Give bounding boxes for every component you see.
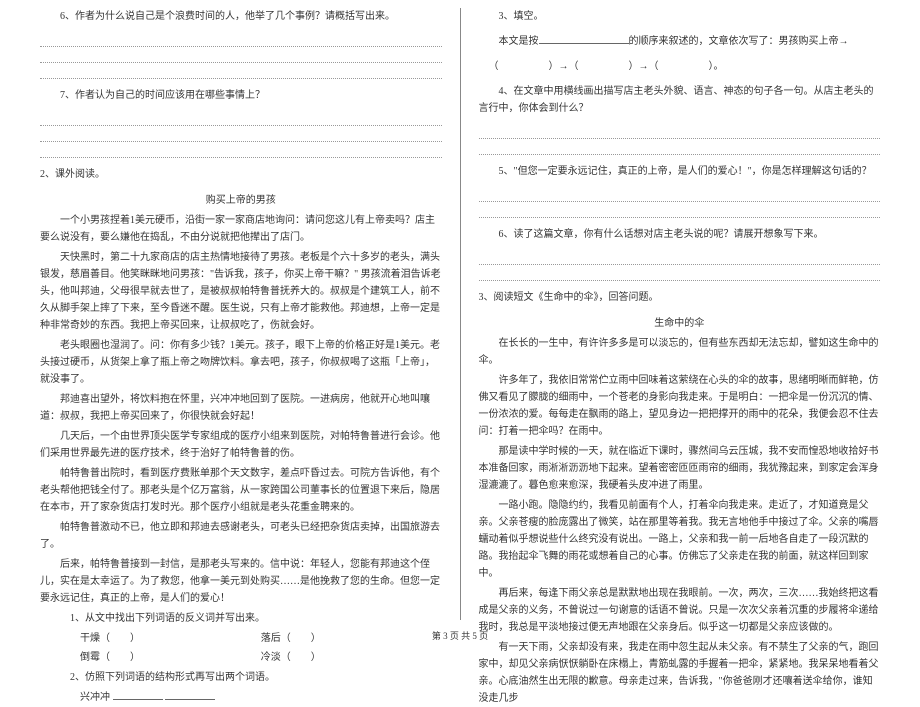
paragraph-5: 几天后，一个由世界顶尖医学专家组成的医疗小组来到医院，对帕特鲁普进行会诊。他们采… — [40, 428, 442, 462]
r-paragraph-4: 一路小跑。隐隐约约，我看见前面有个人，打着伞向我走来。走近了，才知道竟是父亲。父… — [479, 497, 881, 582]
r-question-6: 6、读了这篇文章，你有什么话想对店主老头说的呢？请展开想象写下来。 — [479, 226, 881, 243]
r-q3-text: 本文是按 的顺序来叙述的，文章依次写了：男孩购买上帝→ — [479, 33, 881, 50]
pair-2b: 冷淡（ ） — [261, 649, 442, 666]
antonym-pair-2: 倒霉（ ） 冷淡（ ） — [40, 649, 442, 666]
r-question-4: 4、在文章中用横线画出描写店主老头外貌、语言、神态的句子各一句。从店主老头的言行… — [479, 83, 881, 117]
right-column: 3、填空。 本文是按 的顺序来叙述的，文章依次写了：男孩购买上帝→ （ ）→（ ）… — [461, 8, 891, 620]
section-3: 3、阅读短文《生命中的伞》，回答问题。 — [479, 289, 881, 306]
paragraph-2: 天快黑时，第二十九家商店的店主热情地接待了男孩。老板是个六十多岁的老头，满头银发… — [40, 249, 442, 334]
paragraph-4: 邦迪喜出望外，将饮料抱在怀里，兴冲冲地回到了医院。一进病房，他就开心地叫嚷道：叔… — [40, 391, 442, 425]
sample-word: 兴冲冲 — [80, 692, 110, 703]
section-2: 2、课外阅读。 — [40, 166, 442, 183]
sub-question-2: 2、仿照下列词语的结构形式再写出两个词语。 — [40, 669, 442, 686]
r-paragraph-6: 有一天下雨，父亲却没有来，我走在雨中忽生起从未父亲。有不禁生了父亲的气，跑回家中… — [479, 639, 881, 707]
answer-lines-6 — [40, 33, 442, 79]
r-paragraph-2: 许多年了，我依旧常常伫立雨中回味着这萦绕在心头的伞的故事，思绪明晰而鲜艳，仿佛又… — [479, 372, 881, 440]
q3-arrows: （ ）→（ ）→（ ）。 — [479, 58, 881, 75]
sub-question-1: 1、从文中找出下列词语的反义词并写出来。 — [40, 610, 442, 627]
q3-blank — [539, 34, 629, 44]
question-7: 7、作者认为自己的时间应该用在哪些事情上？ — [40, 87, 442, 104]
story2-title: 生命中的伞 — [479, 314, 881, 329]
paragraph-8: 后来，帕特鲁普接到一封信，是那老头写来的。信中说：年轻人，您能有邦迪这个侄儿，实… — [40, 556, 442, 607]
r-paragraph-1: 在长长的一生中，有许许多多是可以淡忘的，但有些东西却无法忘却，譬如这生命中的伞。 — [479, 335, 881, 369]
paragraph-3: 老头眼圈也湿润了。问：你有多少钱？1美元。孩子，眼下上帝的价格正好是1美元。老头… — [40, 337, 442, 388]
paragraph-1: 一个小男孩捏着1美元硬币，沿街一家一家商店地询问：请问您这儿有上帝卖吗？店主要么… — [40, 212, 442, 246]
left-column: 6、作者为什么说自己是个浪费时间的人，他举了几个事例？请概括写出来。 7、作者认… — [30, 8, 461, 620]
answer-lines-7 — [40, 112, 442, 158]
answer-lines-r6 — [479, 251, 881, 281]
r-paragraph-3: 那是读中学时候的一天，就在临近下课时，骤然间乌云压城，我不安而惶恐地收拾好书本准… — [479, 443, 881, 494]
page-container: 6、作者为什么说自己是个浪费时间的人，他举了几个事例？请概括写出来。 7、作者认… — [0, 0, 920, 620]
answer-lines-r4 — [479, 125, 881, 155]
sub-2-word: 兴冲冲 — [40, 689, 442, 706]
answer-lines-r5 — [479, 188, 881, 218]
paragraph-7: 帕特鲁普激动不已，他立即和邦迪去感谢老头，可老头已经把杂货店卖掉，出国旅游去了。 — [40, 519, 442, 553]
r-question-3: 3、填空。 — [479, 8, 881, 25]
page-footer: 第 3 页 共 5 页 — [0, 629, 920, 642]
paragraph-6: 帕特鲁普出院时，看到医疗费账单那个天文数字，差点吓昏过去。可院方告诉他，有个老头… — [40, 465, 442, 516]
question-6: 6、作者为什么说自己是个浪费时间的人，他举了几个事例？请概括写出来。 — [40, 8, 442, 25]
blank-2 — [165, 690, 215, 700]
q3-b: 的顺序来叙述的，文章依次写了：男孩购买上帝→ — [629, 36, 849, 47]
blank-1 — [113, 690, 163, 700]
story-title: 购买上帝的男孩 — [40, 191, 442, 206]
q3-a: 本文是按 — [499, 36, 539, 47]
r-question-5: 5、"但您一定要永远记住，真正的上帝，是人们的爱心！"，你是怎样理解这句话的？ — [479, 163, 881, 180]
pair-2a: 倒霉（ ） — [80, 649, 261, 666]
